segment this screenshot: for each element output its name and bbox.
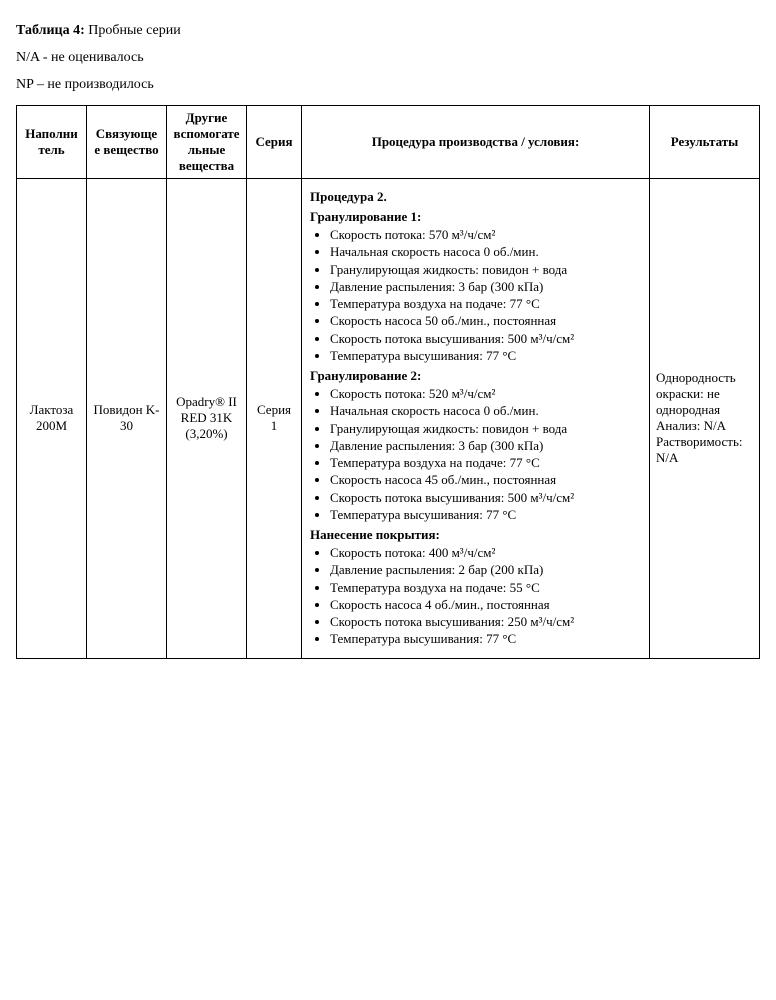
list-item: Скорость насоса 4 об./мин., постоянная (330, 597, 641, 613)
granulation1-title: Гранулирование 1: (310, 209, 641, 225)
col-proc: Процедура производства / условия: (302, 106, 650, 179)
cell-procedure: Процедура 2. Гранулирование 1: Скорость … (302, 179, 650, 659)
list-item: Скорость потока высушивания: 250 м³/ч/см… (330, 614, 641, 630)
cell-filler: Лактоза 200M (17, 179, 87, 659)
list-item: Скорость насоса 50 об./мин., постоянная (330, 313, 641, 329)
legend-na: N/A - не оценивалось (16, 47, 760, 68)
coating-list: Скорость потока: 400 м³/ч/см²Давление ра… (310, 545, 641, 648)
trial-series-table: Наполнитель Связующее вещество Другие вс… (16, 105, 760, 659)
list-item: Гранулирующая жидкость: повидон + вода (330, 421, 641, 437)
coating-title: Нанесение покрытия: (310, 527, 641, 543)
cell-other: Opadry® II RED 31K (3,20%) (167, 179, 247, 659)
col-result: Результаты (650, 106, 760, 179)
col-other: Другие вспомогательные вещества (167, 106, 247, 179)
list-item: Скорость потока высушивания: 500 м³/ч/см… (330, 331, 641, 347)
granulation2-title: Гранулирование 2: (310, 368, 641, 384)
cell-series: Серия 1 (247, 179, 302, 659)
granulation1-list: Скорость потока: 570 м³/ч/см²Начальная с… (310, 227, 641, 364)
cell-result: Однородность окраски: не однородная Анал… (650, 179, 760, 659)
list-item: Давление распыления: 3 бар (300 кПа) (330, 438, 641, 454)
list-item: Скорость потока: 400 м³/ч/см² (330, 545, 641, 561)
list-item: Скорость потока: 520 м³/ч/см² (330, 386, 641, 402)
table-header-row: Наполнитель Связующее вещество Другие вс… (17, 106, 760, 179)
col-filler: Наполнитель (17, 106, 87, 179)
list-item: Температура воздуха на подаче: 55 °C (330, 580, 641, 596)
list-item: Температура воздуха на подаче: 77 °C (330, 296, 641, 312)
list-item: Скорость насоса 45 об./мин., постоянная (330, 472, 641, 488)
list-item: Давление распыления: 3 бар (300 кПа) (330, 279, 641, 295)
list-item: Температура высушивания: 77 °C (330, 631, 641, 647)
list-item: Температура воздуха на подаче: 77 °C (330, 455, 641, 471)
list-item: Давление распыления: 2 бар (200 кПа) (330, 562, 641, 578)
legend-np: NP – не производилось (16, 74, 760, 95)
table-caption: Таблица 4: Пробные серии (16, 20, 760, 41)
cell-binder: Повидон K-30 (87, 179, 167, 659)
col-series: Серия (247, 106, 302, 179)
proc-title: Процедура 2. (310, 189, 641, 205)
table-title: Пробные серии (85, 23, 181, 38)
list-item: Скорость потока высушивания: 500 м³/ч/см… (330, 490, 641, 506)
table-number: Таблица 4: (16, 23, 85, 38)
list-item: Начальная скорость насоса 0 об./мин. (330, 244, 641, 260)
list-item: Температура высушивания: 77 °C (330, 348, 641, 364)
granulation2-list: Скорость потока: 520 м³/ч/см²Начальная с… (310, 386, 641, 523)
table-row: Лактоза 200M Повидон K-30 Opadry® II RED… (17, 179, 760, 659)
list-item: Начальная скорость насоса 0 об./мин. (330, 403, 641, 419)
list-item: Гранулирующая жидкость: повидон + вода (330, 262, 641, 278)
col-binder: Связующее вещество (87, 106, 167, 179)
list-item: Скорость потока: 570 м³/ч/см² (330, 227, 641, 243)
list-item: Температура высушивания: 77 °C (330, 507, 641, 523)
